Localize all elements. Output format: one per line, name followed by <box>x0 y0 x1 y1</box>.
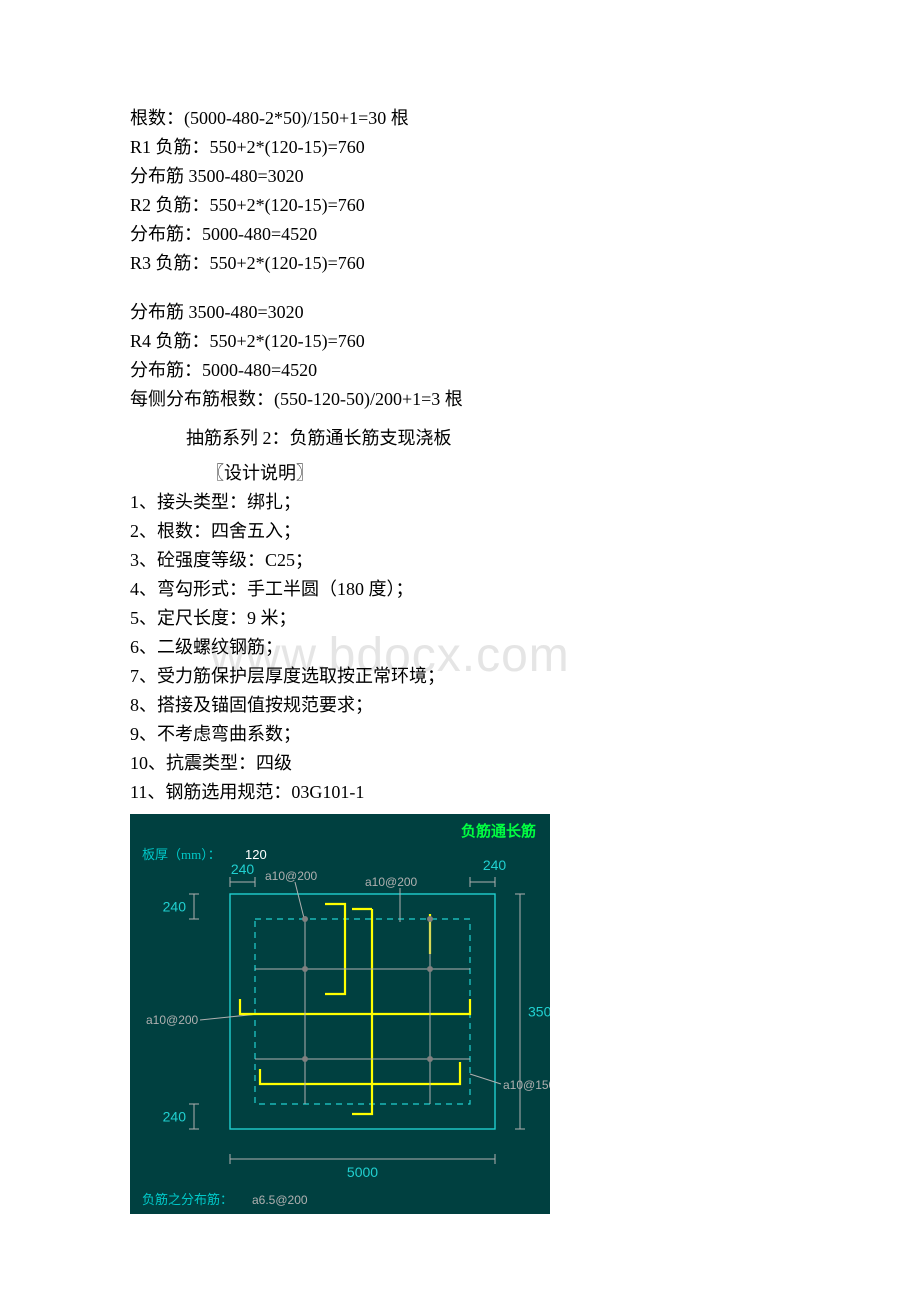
document-content: 根数：(5000-480-2*50)/150+1=30 根R1 负筋：550+2… <box>130 105 790 1214</box>
svg-text:a10@150: a10@150 <box>503 1078 550 1092</box>
design-item: 3、砼强度等级：C25； <box>130 547 790 574</box>
svg-text:a10@200: a10@200 <box>365 875 418 889</box>
calc-line: 根数：(5000-480-2*50)/150+1=30 根 <box>130 105 790 132</box>
calc-line: 分布筋：5000-480=4520 <box>130 221 790 248</box>
design-heading: 〖设计说明〗 <box>130 460 790 487</box>
calc-line: 分布筋 3500-480=3020 <box>130 163 790 190</box>
design-item: 4、弯勾形式：手工半圆（180 度）； <box>130 576 790 603</box>
svg-text:240: 240 <box>483 857 507 873</box>
svg-text:负筋之分布筋：: 负筋之分布筋： <box>142 1192 233 1207</box>
svg-text:3500: 3500 <box>528 1004 550 1020</box>
design-item: 1、接头类型：绑扎； <box>130 489 790 516</box>
section-title: 抽筋系列 2：负筋通长筋支现浇板 <box>130 425 790 452</box>
design-list: 1、接头类型：绑扎；2、根数：四舍五入；3、砼强度等级：C25；4、弯勾形式：手… <box>130 489 790 806</box>
design-item: 8、搭接及锚固值按规范要求； <box>130 692 790 719</box>
svg-text:240: 240 <box>163 899 187 915</box>
calc-line: 分布筋：5000-480=4520 <box>130 357 790 384</box>
blank-line <box>130 279 790 299</box>
design-item: 9、不考虑弯曲系数； <box>130 721 790 748</box>
calc-line: R2 负筋：550+2*(120-15)=760 <box>130 192 790 219</box>
svg-text:a6.5@200: a6.5@200 <box>252 1193 308 1207</box>
svg-text:负筋通长筋: 负筋通长筋 <box>461 822 536 840</box>
design-item: 6、二级螺纹钢筋； <box>130 634 790 661</box>
svg-text:240: 240 <box>231 861 255 877</box>
design-item: 10、抗震类型：四级 <box>130 750 790 777</box>
svg-text:240: 240 <box>163 1109 187 1125</box>
calc-line: R3 负筋：550+2*(120-15)=760 <box>130 250 790 277</box>
svg-text:板厚（mm）：: 板厚（mm）： <box>142 847 221 862</box>
rebar-diagram: 负筋通长筋板厚（mm）：12024024024024035005000a10@2… <box>130 814 550 1214</box>
svg-text:120: 120 <box>245 847 267 862</box>
calc-line: R4 负筋：550+2*(120-15)=760 <box>130 328 790 355</box>
calc-line: 每侧分布筋根数：(550-120-50)/200+1=3 根 <box>130 386 790 413</box>
diagram-svg: 负筋通长筋板厚（mm）：12024024024024035005000a10@2… <box>130 814 550 1214</box>
svg-text:a10@200: a10@200 <box>146 1013 199 1027</box>
design-item: 11、钢筋选用规范：03G101-1 <box>130 779 790 806</box>
calc-line: R1 负筋：550+2*(120-15)=760 <box>130 134 790 161</box>
diagram-container: 负筋通长筋板厚（mm）：12024024024024035005000a10@2… <box>130 814 790 1214</box>
design-item: 5、定尺长度：9 米； <box>130 605 790 632</box>
calc-line: 分布筋 3500-480=3020 <box>130 299 790 326</box>
svg-text:a10@200: a10@200 <box>265 869 318 883</box>
design-item: 7、受力筋保护层厚度选取按正常环境； <box>130 663 790 690</box>
calc-block-2: 分布筋 3500-480=3020R4 负筋：550+2*(120-15)=76… <box>130 299 790 413</box>
calc-block-1: 根数：(5000-480-2*50)/150+1=30 根R1 负筋：550+2… <box>130 105 790 277</box>
svg-text:5000: 5000 <box>347 1164 378 1180</box>
design-item: 2、根数：四舍五入； <box>130 518 790 545</box>
